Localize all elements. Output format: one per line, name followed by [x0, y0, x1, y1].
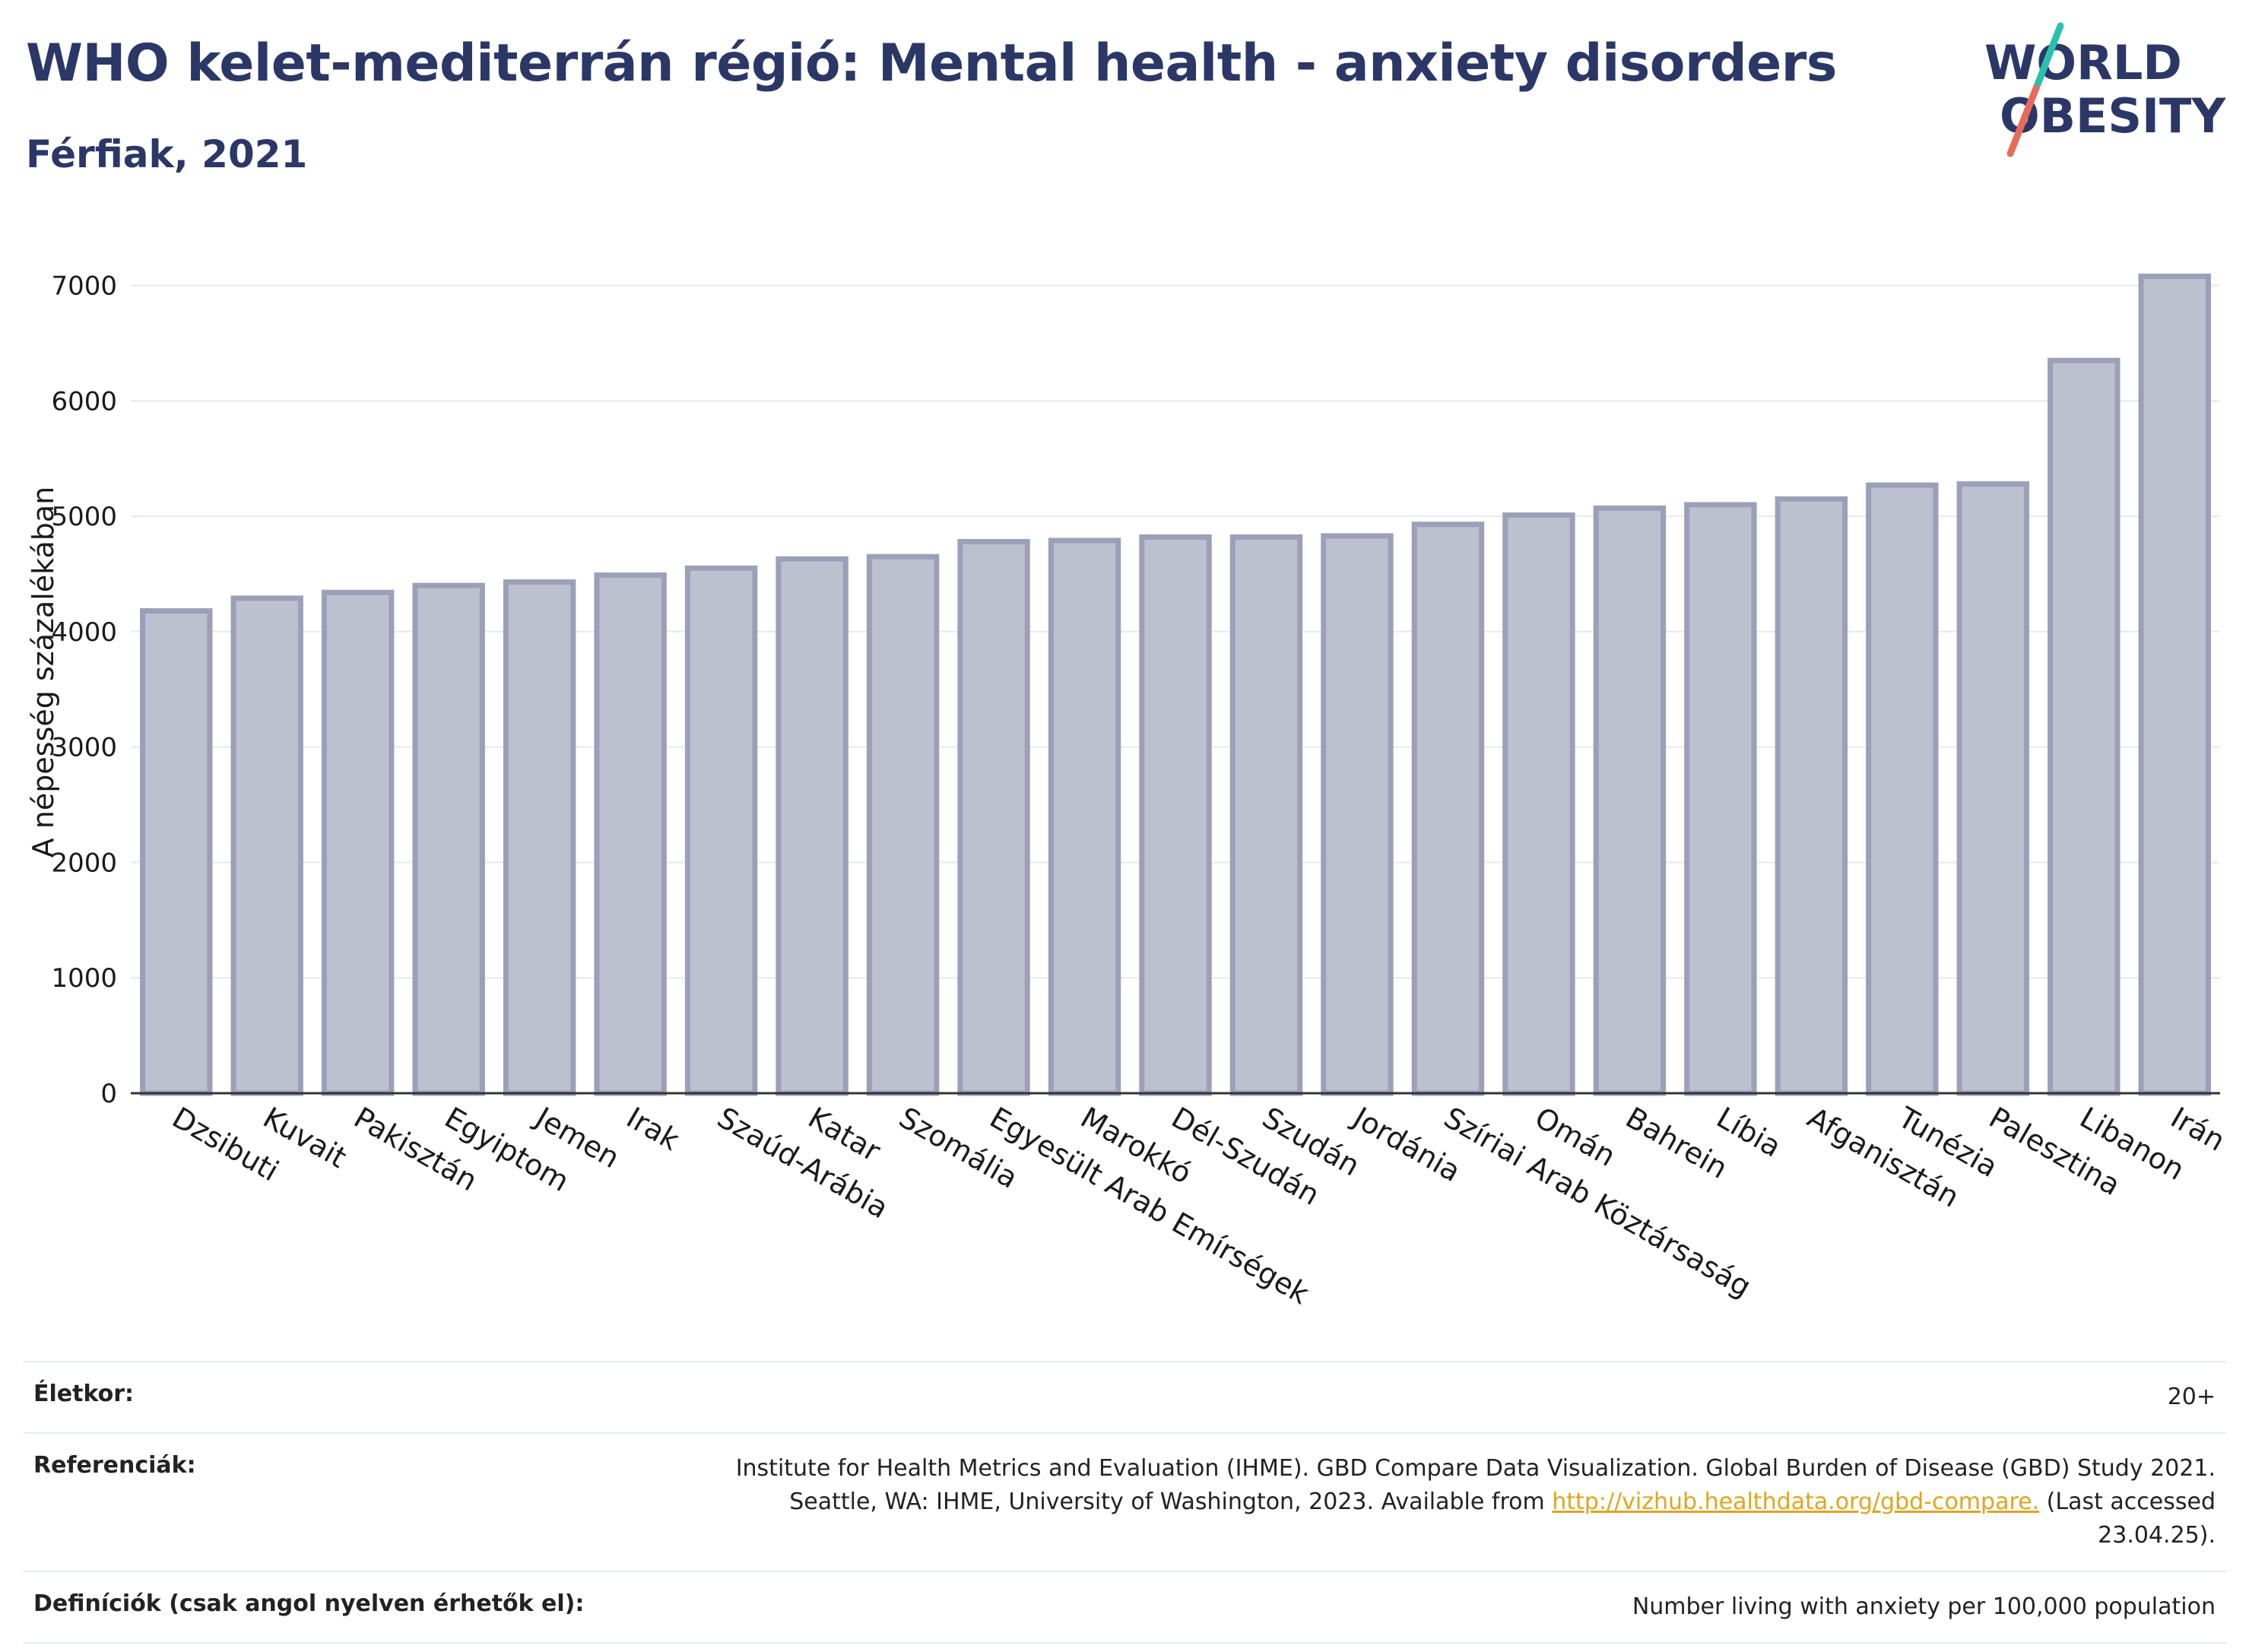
x-tick-labels: DzsibutiKuvaitPakisztánEgyiptomJemenIrak…	[167, 1100, 2231, 1311]
y-tick-labels: 0 1000 2000 3000 4000 5000 6000 7000	[51, 271, 117, 1109]
references-text-3: (Last accessed	[2046, 1489, 2216, 1515]
logo-line1: WORLD	[1984, 35, 2182, 90]
bar	[321, 589, 395, 1096]
bar	[1229, 534, 1303, 1096]
info-row-references: Referenciák: Institute for Health Metric…	[23, 1432, 2226, 1571]
bar	[1775, 496, 1848, 1096]
bar	[1321, 533, 1394, 1096]
chart-title: WHO kelet-mediterrán régió: Mental healt…	[26, 33, 1837, 94]
age-label: Életkor:	[33, 1381, 135, 1407]
bar	[1048, 537, 1121, 1096]
y-tick-label: 1000	[51, 963, 117, 994]
y-tick-label: 3000	[51, 733, 117, 763]
bar	[1684, 502, 1757, 1096]
references-text-2: Seattle, WA: IHME, University of Washing…	[789, 1489, 1545, 1515]
y-tick-label: 6000	[51, 386, 117, 417]
logo-line2: OBESITY	[2000, 88, 2226, 144]
references-text-1: Institute for Health Metrics and Evaluat…	[735, 1455, 2216, 1482]
bar	[230, 595, 303, 1096]
bar	[1866, 482, 1939, 1096]
bar	[503, 579, 576, 1096]
info-row-age: Életkor: 20+	[23, 1361, 2226, 1432]
y-tick-label: 2000	[51, 848, 117, 878]
bar	[2138, 273, 2211, 1096]
bar	[1593, 505, 1667, 1096]
bar	[412, 582, 485, 1096]
references-text-4: 23.04.25).	[2098, 1522, 2216, 1549]
y-axis-label: A népesség százalékában	[27, 487, 60, 858]
bar	[1502, 512, 1575, 1096]
y-tick-label: 5000	[51, 502, 117, 532]
chart-subtitle: Férfiak, 2021	[26, 132, 308, 176]
age-value: 20+	[2167, 1384, 2216, 1410]
y-tick-label: 7000	[51, 271, 117, 302]
references-label: Referenciák:	[33, 1452, 196, 1479]
bar	[1411, 522, 1485, 1096]
bar	[866, 553, 940, 1096]
x-tick-label: Bahrein	[1620, 1101, 1734, 1185]
bar	[1956, 481, 2030, 1096]
references-value: Institute for Health Metrics and Evaluat…	[736, 1452, 2216, 1552]
bar	[140, 608, 213, 1096]
world-obesity-logo: WORLD OBESITY	[1984, 22, 2226, 157]
bar-chart: 0 1000 2000 3000 4000 5000 6000 7000 DzsibutiKu…	[27, 271, 2231, 1311]
bars	[140, 273, 2211, 1096]
info-row-definitions: Definíciók (csak angol nyelven érhetők e…	[23, 1571, 2226, 1644]
y-tick-label: 4000	[51, 617, 117, 648]
x-tick-label: Irak	[621, 1101, 685, 1157]
bar	[957, 538, 1030, 1096]
bar	[1139, 534, 1212, 1096]
logo-slash-coral	[2006, 84, 2040, 157]
logo-slash-teal	[2032, 22, 2064, 92]
references-link[interactable]: http://vizhub.healthdata.org/gbd-compare…	[1552, 1489, 2040, 1515]
bar	[776, 556, 849, 1096]
info-table: Életkor: 20+ Referenciák: Institute for …	[23, 1361, 2226, 1644]
bar	[2048, 357, 2121, 1096]
definitions-value: Number living with anxiety per 100,000 p…	[1632, 1593, 2216, 1620]
y-tick-label: 0	[100, 1079, 117, 1109]
bar	[684, 565, 758, 1096]
definitions-label: Definíciók (csak angol nyelven érhetők e…	[33, 1590, 585, 1617]
bar	[594, 572, 667, 1096]
